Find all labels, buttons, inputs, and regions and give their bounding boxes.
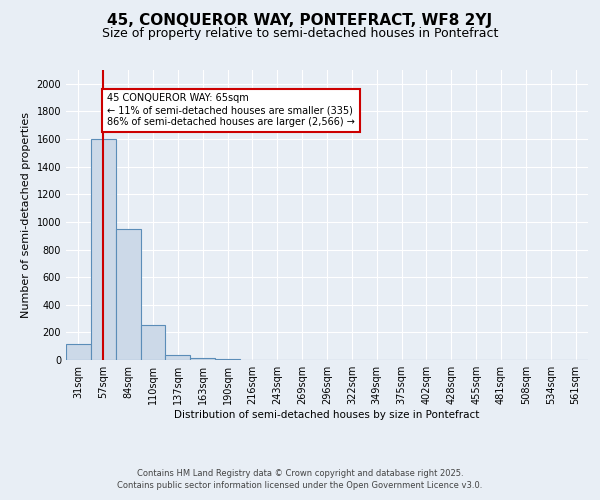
X-axis label: Distribution of semi-detached houses by size in Pontefract: Distribution of semi-detached houses by … [175,410,479,420]
Bar [166,355,190,360]
Bar [190,358,215,360]
Bar [140,325,166,360]
Text: Contains public sector information licensed under the Open Government Licence v3: Contains public sector information licen… [118,481,482,490]
Bar [91,139,116,360]
Bar [116,229,140,360]
Text: 45, CONQUEROR WAY, PONTEFRACT, WF8 2YJ: 45, CONQUEROR WAY, PONTEFRACT, WF8 2YJ [107,12,493,28]
Text: Contains HM Land Registry data © Crown copyright and database right 2025.: Contains HM Land Registry data © Crown c… [137,468,463,477]
Text: Size of property relative to semi-detached houses in Pontefract: Size of property relative to semi-detach… [102,28,498,40]
Y-axis label: Number of semi-detached properties: Number of semi-detached properties [21,112,31,318]
Text: 45 CONQUEROR WAY: 65sqm
← 11% of semi-detached houses are smaller (335)
86% of s: 45 CONQUEROR WAY: 65sqm ← 11% of semi-de… [107,94,355,126]
Bar [66,344,91,360]
